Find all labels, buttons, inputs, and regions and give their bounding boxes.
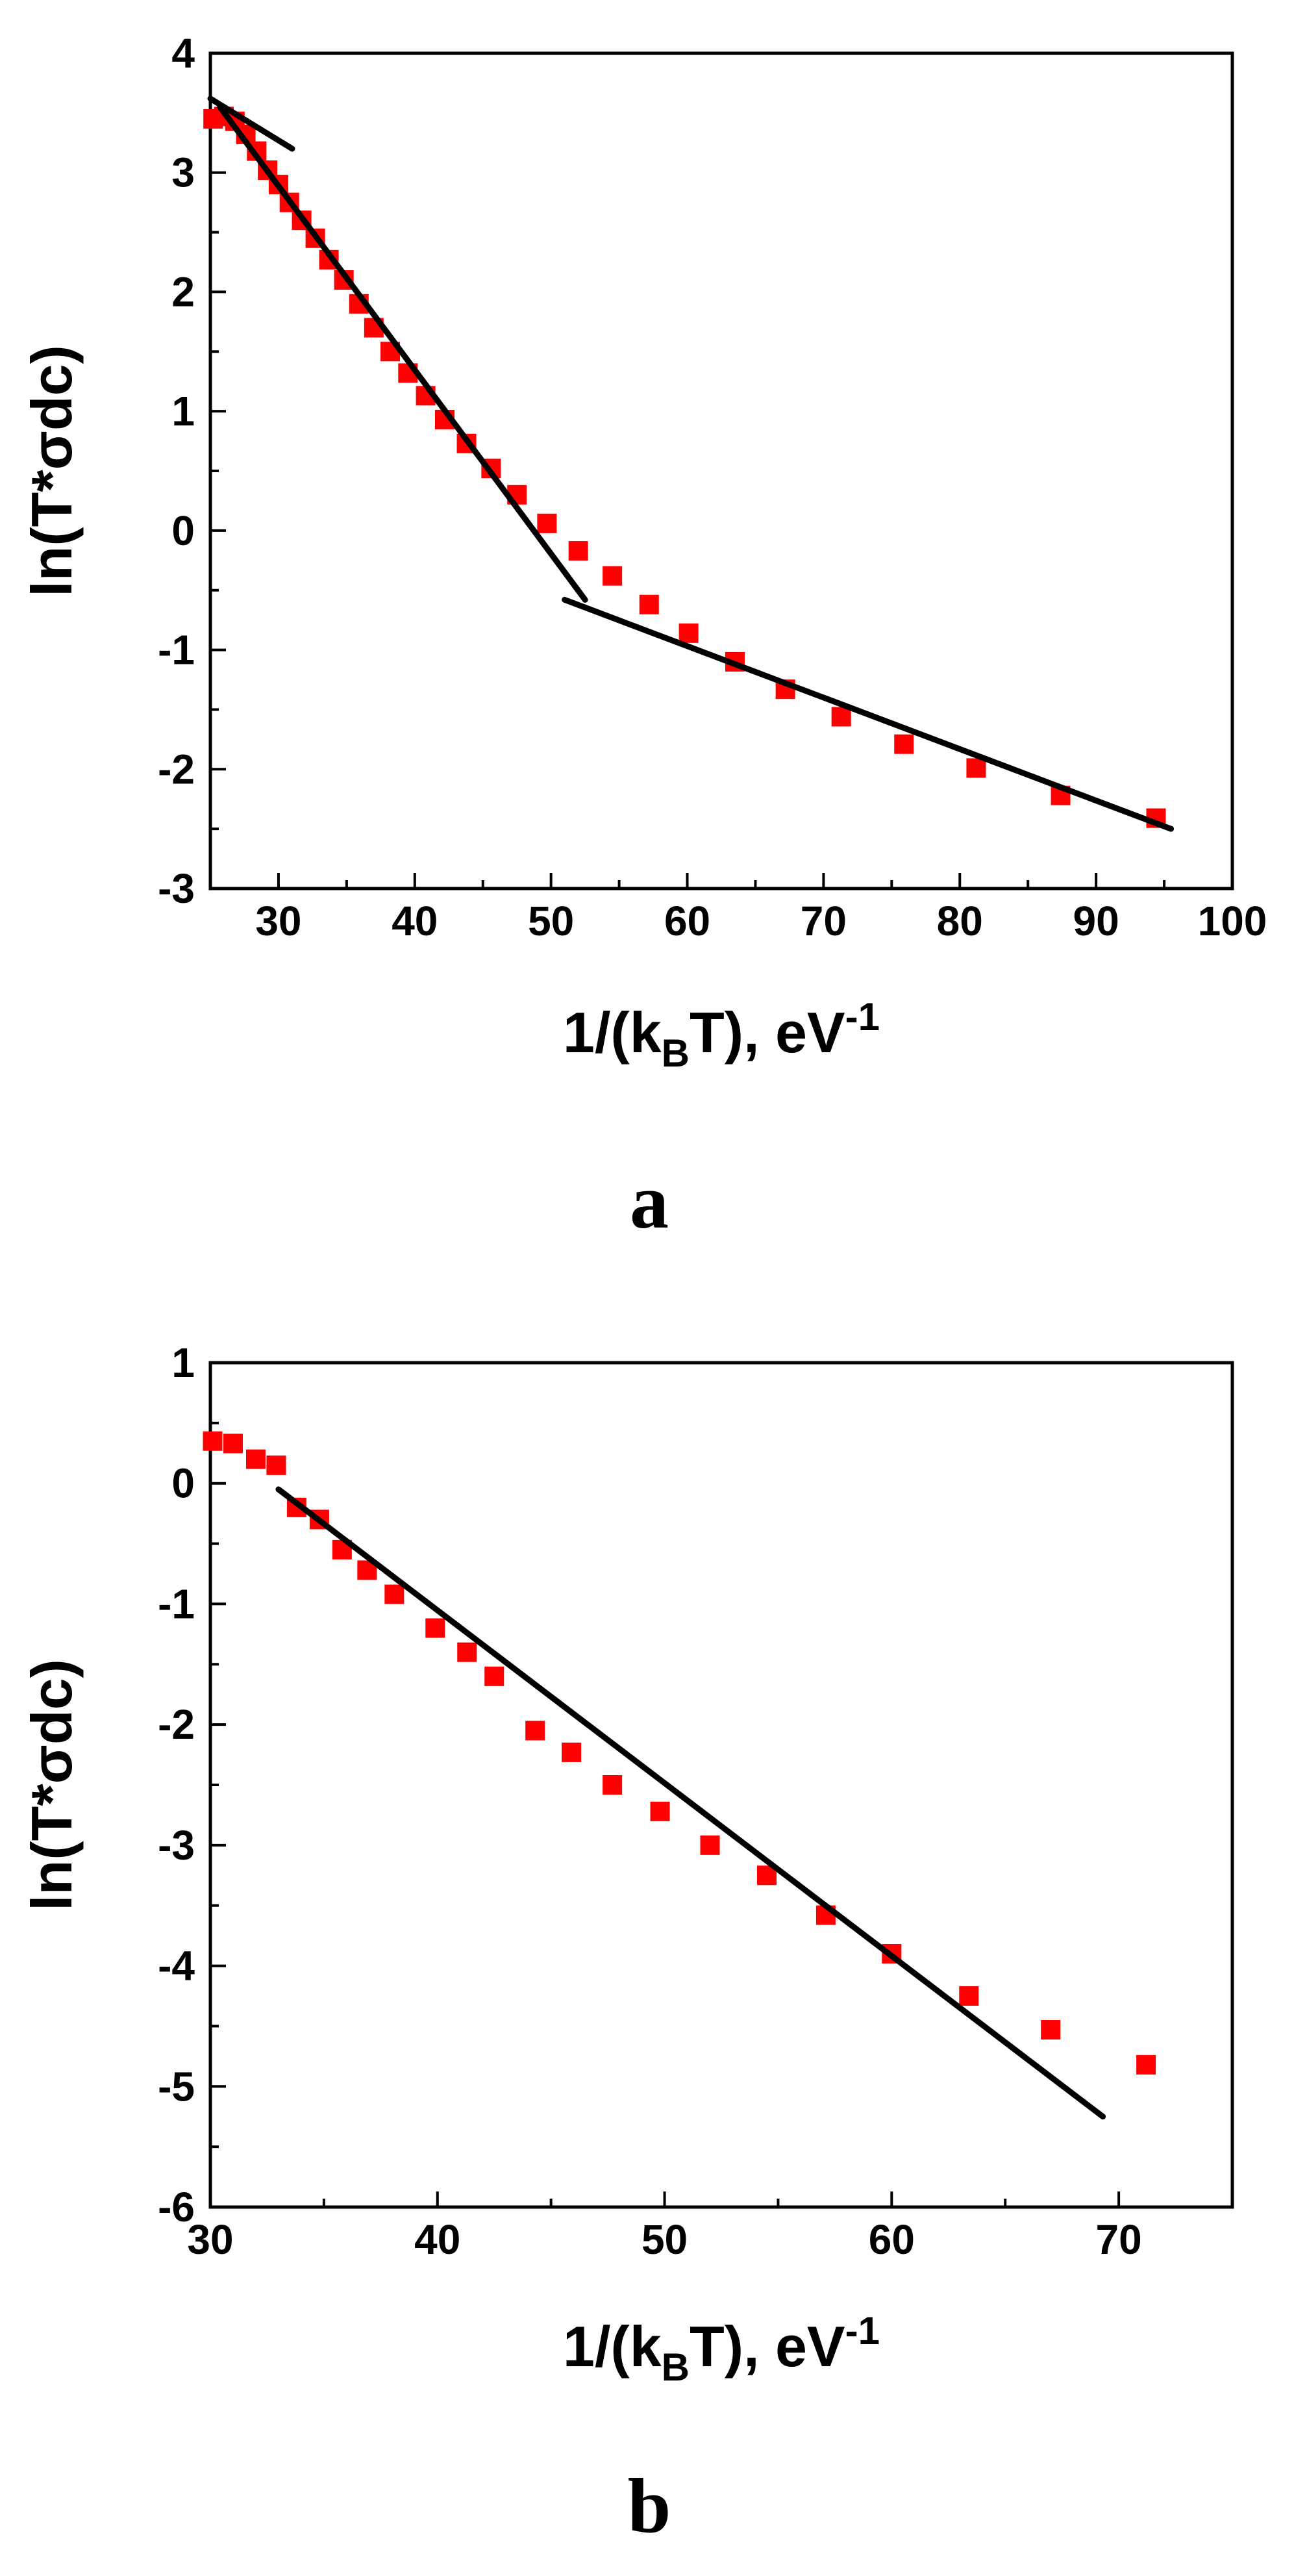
y-tick-label: -4	[158, 1943, 195, 1989]
x-tick-label: 70	[801, 898, 847, 944]
axis-ticks-a: 30 40 50 60 70 80 90 100 -3 -2 -1 0 1 2 3 4	[158, 30, 1267, 944]
y-axis-label-a: ln(T*σdc)	[19, 345, 84, 597]
data-point	[245, 1449, 266, 1469]
x-tick-label: 70	[1096, 2216, 1142, 2263]
y-tick-label: 0	[171, 507, 195, 554]
x-tick-label: 50	[528, 898, 574, 944]
data-point	[562, 1742, 582, 1762]
data-points-a	[203, 107, 1166, 828]
data-point	[537, 513, 557, 533]
data-point	[525, 1721, 545, 1741]
data-point	[650, 1801, 670, 1821]
data-point	[603, 566, 623, 586]
x-tick-label: 90	[1073, 898, 1119, 944]
data-point	[966, 758, 986, 778]
axis-ticks-b: 30 40 50 60 70 -6 -5 -4 -3 -2 -1 0 1	[158, 1339, 1234, 2263]
data-point	[831, 707, 851, 727]
y-tick-label: 1	[171, 1339, 195, 1386]
data-point	[568, 541, 588, 561]
y-axis-label-b: ln(T*σdc)	[19, 1659, 84, 1911]
panel-label-a: a	[630, 1158, 669, 1244]
x-tick-label: 60	[664, 898, 710, 944]
fit-line	[217, 104, 588, 603]
chart-panel-b: 30 40 50 60 70 -6 -5 -4 -3 -2 -1 0 1 ln(T*σdc) 1/(kB…	[19, 1339, 1234, 2549]
y-tick-label: -6	[158, 2184, 195, 2230]
data-point	[1136, 2054, 1156, 2075]
fit-lines-b	[275, 1486, 1106, 2120]
x-tick-label: 100	[1198, 898, 1267, 944]
chart-panel-a: 30 40 50 60 70 80 90 100 -3 -2 -1 0 1 2 3 4 ln(T*σdc) 1…	[19, 30, 1267, 1244]
x-tick-label: 40	[392, 898, 438, 944]
plot-area-border-b	[208, 1361, 1234, 2209]
plot-frame-b	[208, 1361, 1234, 2209]
data-point	[1041, 2020, 1061, 2039]
data-point	[678, 623, 699, 643]
x-tick-label: 60	[869, 2216, 915, 2263]
x-axis-label-b: 1/(kBT), eV-1	[563, 2309, 880, 2389]
y-tick-label: 4	[171, 30, 195, 77]
y-tick-label: -1	[158, 1580, 195, 1627]
fit-line	[207, 95, 295, 152]
fit-lines-a	[207, 95, 1175, 832]
data-point	[203, 1431, 223, 1451]
data-point	[223, 1433, 243, 1454]
data-point	[425, 1618, 445, 1638]
data-points-b	[203, 1431, 1156, 2075]
fit-line	[562, 596, 1175, 832]
data-point	[603, 1775, 623, 1795]
x-tick-label: 40	[414, 2216, 460, 2263]
y-tick-label: -3	[158, 1822, 195, 1869]
data-point	[700, 1835, 720, 1855]
plot-area-border-a	[208, 51, 1234, 890]
panel-label-b: b	[628, 2462, 671, 2549]
x-axis-label-a: 1/(kBT), eV-1	[563, 995, 880, 1075]
data-point	[639, 594, 659, 614]
y-tick-label: 3	[171, 149, 195, 196]
y-tick-label: 1	[171, 388, 195, 435]
data-point	[457, 1642, 477, 1662]
data-point	[266, 1455, 286, 1475]
y-tick-label: 0	[171, 1460, 195, 1507]
data-point	[959, 1986, 979, 2006]
y-tick-label: 2	[171, 268, 195, 315]
data-point	[384, 1584, 405, 1604]
fit-line	[275, 1486, 1106, 2120]
x-tick-label: 50	[641, 2216, 688, 2263]
y-tick-label: -5	[158, 2063, 195, 2110]
data-point	[894, 734, 914, 754]
y-tick-label: -3	[158, 865, 195, 912]
y-tick-label: -2	[158, 1701, 195, 1748]
data-point	[484, 1666, 504, 1686]
y-tick-label: -2	[158, 746, 195, 792]
x-tick-label: 80	[937, 898, 983, 944]
y-tick-label: -1	[158, 627, 195, 674]
plot-frame-a	[208, 51, 1234, 890]
x-tick-label: 30	[255, 898, 301, 944]
x-tick-label: 30	[187, 2216, 233, 2263]
